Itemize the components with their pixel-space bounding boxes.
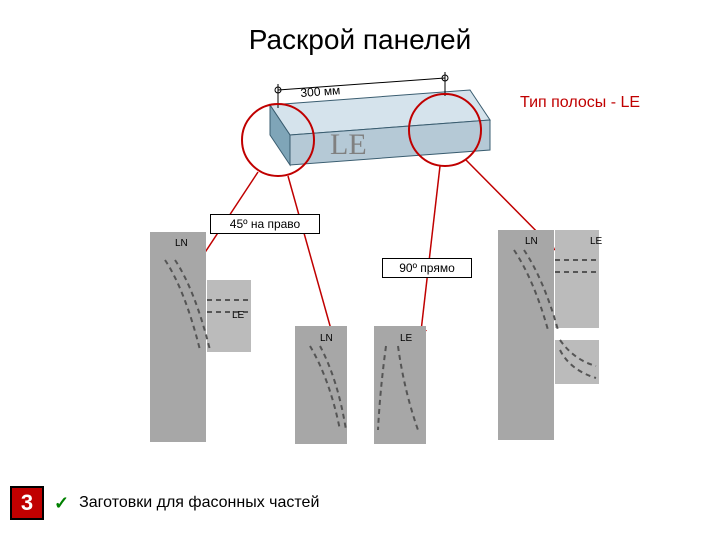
label-le-2: LE: [232, 310, 244, 321]
label-ln-3: LN: [320, 333, 333, 344]
label-le-1: LE: [590, 236, 602, 247]
footer: 3 ✓ Заготовки для фасонных частей: [10, 486, 319, 520]
label-le-3: LE: [400, 333, 412, 344]
label-ln-2: LN: [525, 236, 538, 247]
footer-text: Заготовки для фасонных частей: [79, 494, 319, 512]
slide-number-badge: 3: [10, 486, 44, 520]
check-icon: ✓: [54, 493, 69, 514]
dashed-svg: [0, 0, 720, 540]
label-ln-1: LN: [175, 238, 188, 249]
slide-root: Раскрой панелей 300 мм LE Тип полосы - L…: [0, 0, 720, 540]
